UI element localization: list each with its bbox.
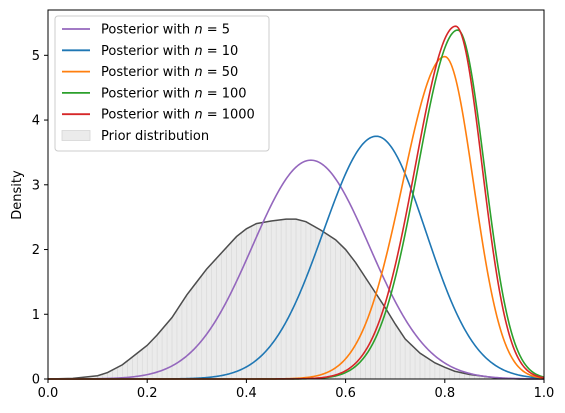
y-tick-label: 4 (32, 114, 40, 129)
y-tick-label: 5 (32, 49, 40, 64)
ticks-layer: 0.0 0.2 0.4 0.6 0.8 1.0 0 1 2 3 4 5 (32, 49, 555, 401)
x-tick-label: 0.2 (137, 386, 158, 401)
x-tick-label: 0.4 (236, 386, 257, 401)
prior-outline (47, 218, 544, 380)
x-tick-label: 1.0 (534, 386, 555, 401)
legend-prior-swatch (61, 130, 91, 141)
legend: Posterior with n = 5 Posterior with n = 1… (54, 15, 270, 152)
legend-label: Posterior with n = 100 (101, 86, 247, 101)
y-tick-label: 1 (32, 308, 40, 323)
x-tick-label: 0.0 (38, 386, 59, 401)
prior-bar-edges (97, 219, 485, 379)
legend-box (54, 15, 270, 152)
legend-label: Posterior with n = 5 (101, 23, 230, 38)
y-tick-label: 0 (32, 373, 40, 388)
x-tick-label: 0.8 (434, 386, 455, 401)
series-line-0 (48, 159, 545, 380)
plot-frame (47, 9, 545, 380)
legend-label: Posterior with n = 1000 (101, 108, 255, 123)
x-tick-label: 0.6 (335, 386, 356, 401)
prior-layer (47, 218, 544, 380)
y-tick-label: 3 (32, 178, 40, 193)
y-axis-label: Density (10, 170, 25, 220)
y-tick-label: 2 (32, 243, 40, 258)
legend-label: Posterior with n = 50 (101, 65, 238, 80)
legend-label: Posterior with n = 10 (101, 44, 238, 59)
legend-label-prior: Prior distribution (101, 129, 209, 144)
